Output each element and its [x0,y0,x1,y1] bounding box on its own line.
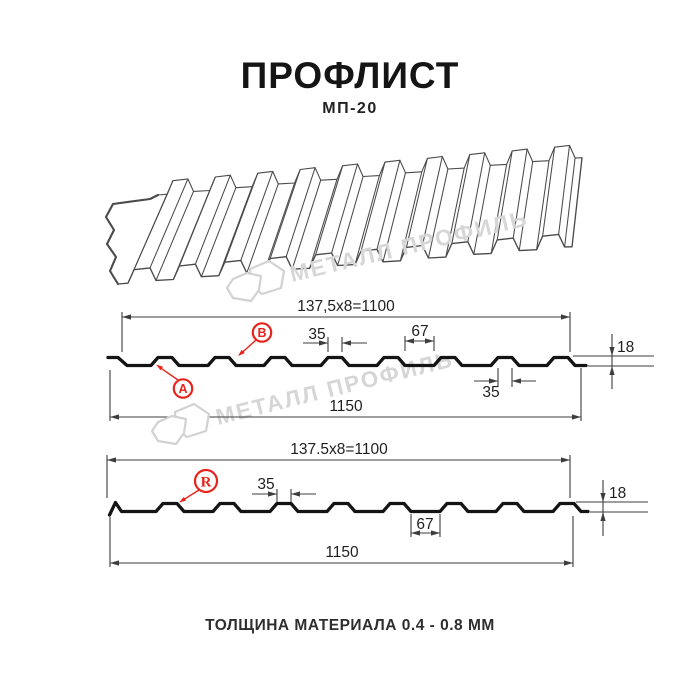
dim-text-1150: 1150 [325,544,359,561]
sheet-3d-view [104,144,583,286]
page-title: ПРОФЛИСТ [240,55,460,96]
sheet-3d-edge [133,180,174,271]
brand-logo-icon [150,414,188,446]
sheet-3d-edge [399,171,423,262]
sheet-3d-edge [571,157,583,248]
dim-rib-top-width: 35 [252,476,316,502]
label-b: B [257,326,266,340]
sheet-3d-edge [542,146,556,237]
dim-text-35: 35 [308,326,325,343]
sheet-3d-edge [155,190,195,281]
sheet-3d-edge [467,152,486,243]
dim-text-pitch: 137,5x8=1100 [297,298,395,315]
sheet-3d-edge [269,168,301,260]
sheet-3d-edge [427,168,449,259]
label-r: R [201,475,212,491]
sheet-3d-edge [157,144,583,196]
dim-text-67: 67 [411,323,428,340]
profile-outline [106,355,588,368]
sheet-3d-edge [149,178,189,269]
dim-rib-top-width: 35 [303,326,367,352]
sheet-3d-edge [421,155,443,247]
sheet-3d-edge [331,163,359,254]
sheet-3d-edge [490,163,508,254]
sheet-3d-edge [224,172,259,263]
sheet-3d-edge [473,164,491,255]
sheet-3d-edge [405,157,428,248]
dim-text-pitch: 137.5x8=1100 [290,441,388,458]
dim-text-18: 18 [609,485,626,502]
callout-r: R [179,468,219,503]
sheet-3d-edge [117,233,573,285]
sheet-3d-edge [263,182,296,273]
sheet-3d-edge [194,174,231,265]
sheet-3d-edge [218,186,253,277]
profile-top-section: 137,5x8=1100 35 67 [106,298,654,421]
sheet-3d-edge [536,160,550,251]
brand-logo-icon [225,271,263,303]
sheet-3d-edge [564,157,576,248]
sheet-3d-edge [337,175,364,267]
thickness-note: ТОЛЩИНА МАТЕРИАЛА 0.4 - 0.8 ММ [205,617,495,634]
sheet-3d-edge [285,167,316,258]
sheet-3d-edge [200,187,237,278]
dim-text-18: 18 [617,339,634,356]
sheet-3d-edge [246,183,279,274]
callout-a: A [156,364,194,399]
watermark-bottom-logo [150,402,211,446]
sheet-3d-edge [104,193,160,286]
dim-height: 18 [576,480,648,536]
label-a: A [178,382,187,396]
sheet-3d-edge [354,175,380,266]
sheet-3d-edge [512,148,528,239]
sheet-3d-edge [309,178,338,269]
sheet-3d-edge [518,161,534,252]
profile-bottom-section: 137.5x8=1100 35 67 [106,441,648,567]
dim-overall-width-bottom: 1150 [109,516,574,567]
dim-height: 18 [573,334,654,389]
dim-text-35b: 35 [482,384,499,401]
dim-flat-width: 67 [410,514,441,537]
sheet-3d-edge [376,159,401,250]
dim-text-67: 67 [416,516,433,533]
sheet-3d-edge [315,165,344,256]
sheet-3d-edge [360,161,386,252]
dim-pitch-bottom: 137.5x8=1100 [106,441,571,498]
dim-pitch-top: 137,5x8=1100 [121,298,571,352]
sheet-3d-edge [240,170,274,261]
sheet-3d-edge [496,150,513,241]
sheet-3d-edge [445,167,465,258]
dim-text-35: 35 [257,476,274,493]
dim-text-1150: 1150 [329,398,363,415]
sheet-3d-edge [291,179,322,270]
sheet-3d-edge [451,154,471,245]
profile-outline [107,500,590,517]
sheet-3d-edge [558,144,571,235]
dim-flat-width: 67 [404,323,435,351]
dim-rib-bottom-width: 35 [474,368,536,401]
callout-b: B [238,322,273,356]
sheet-3d-edge [178,176,216,267]
sheet-3d-edge [382,172,407,263]
product-model: МП-20 [322,100,378,117]
